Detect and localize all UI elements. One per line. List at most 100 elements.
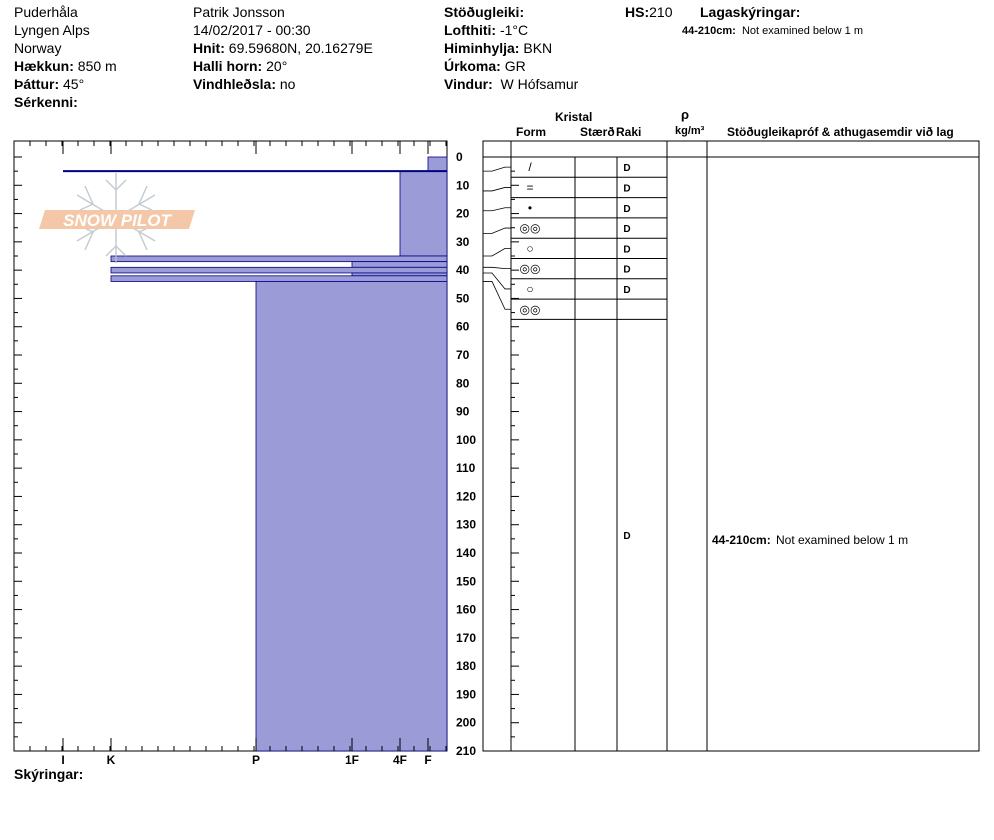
grain-moisture-4: D [623,244,630,255]
depth-label-120: 120 [456,489,476,503]
hardness-bars [63,156,448,752]
depth-label-190: 190 [456,687,476,701]
stability: Stöðugleiki: [444,4,525,20]
hardness-bar-3 [351,261,448,268]
col-header-density-unit: kg/m³ [675,125,705,137]
grain-form-1: = [526,180,533,194]
precipitation: Úrkoma: GR [444,58,526,74]
grain-form-2: • [528,201,532,215]
depth-label-70: 70 [456,348,470,362]
hardness-label-F: F [424,753,431,767]
grain-form-5: ◎◎ [520,262,541,276]
grain-moisture-5: D [623,265,630,276]
depth-label-180: 180 [456,659,476,673]
col-header-tests: Stöðugleikapróf & athugasemdir við lag [727,125,954,139]
grain-form-4: ○ [526,241,533,255]
grain-connector-1 [483,187,511,192]
hardness-label-P: P [252,753,260,767]
header-observer-block: Patrik Jonsson 14/02/2017 - 00:30 Hnit: … [193,3,373,93]
grain-moisture-3: D [623,224,630,235]
col-header-density-symbol: ρ [681,107,689,122]
wind: Vindur: W Hófsamur [444,76,579,92]
grain-connector-5 [483,266,511,270]
country: Norway [14,40,62,56]
depth-label-10: 10 [456,178,470,192]
grain-form-6: ○ [526,282,533,296]
depth-label-170: 170 [456,631,476,645]
grain-connector-2 [483,207,511,212]
layer-notes-title: Lagaskýringar: [700,4,801,20]
grain-table: / D = D • D ◎◎ D ○ D ◎◎ D ○ D ◎◎ D [483,156,667,542]
depth-labels: 0 10 20 30 40 50 60 70 80 90 100 110 120 130 140 150 160… [456,150,519,758]
hardness-bar-1 [399,170,448,257]
hardness-label-1F: 1F [345,753,359,767]
depth-label-140: 140 [456,546,476,560]
depth-label-30: 30 [456,235,470,249]
depth-label-50: 50 [456,291,470,305]
depth-label-150: 150 [456,574,476,588]
grain-connector-4 [483,247,511,257]
grain-form-7: ◎◎ [520,302,541,316]
hardness-label-K: K [107,753,116,767]
depth-label-60: 60 [456,320,470,334]
depth-label-200: 200 [456,716,476,730]
hardness-axis: I K P 1F 4F F [13,141,447,767]
grain-moisture-0: D [623,163,630,174]
depth-label-110: 110 [456,461,476,475]
depth-label-90: 90 [456,405,470,419]
observation-datetime: 14/02/2017 - 00:30 [193,22,311,38]
snowpilot-logo: SNOW PILOT [39,173,195,263]
hardness-label-4F: 4F [393,753,407,767]
grain-moisture-1: D [623,183,630,194]
location-name: Puderhåla [14,4,78,20]
wind-loading: Vindhleðsla: no [193,76,296,92]
grain-moisture-6: D [623,285,630,296]
hardness-bar-6 [110,275,448,282]
depth-label-210: 210 [456,744,476,758]
grain-connector-3 [483,227,511,234]
grain-form-0: / [528,160,532,174]
depth-label-0: 0 [456,150,463,164]
grain-connector-7 [483,281,511,310]
hardness-bar-2 [110,255,448,263]
features: Sérkenni: [14,94,78,110]
hardness-bar-7 [255,281,448,752]
air-temperature: Lofthiti: -1°C [444,22,529,38]
hardness-bar-5 [351,272,448,277]
layer-table-frame [482,140,980,752]
depth-label-130: 130 [456,518,476,532]
depth-label-100: 100 [456,433,476,447]
header: Puderhåla Lyngen Alps Norway Hækkun: 850… [14,3,117,111]
hardness-bar-0 [427,156,448,172]
depth-label-40: 40 [456,263,470,277]
coordinates: Hnit: 69.59680N, 20.16279E [193,40,373,56]
col-header-moisture: Raki [616,125,641,139]
observer-name: Patrik Jonsson [193,4,285,20]
depth-label-160: 160 [456,603,476,617]
col-header-size: Stærð [580,125,615,139]
grain-connector-0 [483,166,511,172]
comment-text: Not examined below 1 m [776,533,908,547]
depth-label-20: 20 [456,207,470,221]
layer-note: 44-210cm: Not examined below 1 m [682,25,864,37]
grain-connector-6 [483,272,511,290]
slope-angle: Halli horn: 20° [193,58,288,74]
mountain-range: Lyngen Alps [14,22,90,38]
grain-form-3: ◎◎ [520,221,541,235]
snow-height: HS:210 [625,4,673,20]
col-header-form: Form [516,125,546,139]
depth-label-80: 80 [456,376,470,390]
header-weather-block: Stöðugleiki: Lofthiti: -1°C Himinhylja: … [444,3,578,93]
hardness-label-I: I [61,753,64,767]
aspect: Þáttur: 45° [14,76,85,92]
sky-cover: Himinhylja: BKN [444,40,553,56]
logo-text: SNOW PILOT [63,211,172,230]
grain-moisture-2: D [623,204,630,215]
elevation: Hækkun: 850 m [14,58,117,74]
hardness-bar-4 [110,266,448,274]
bottom-layer-moisture: D [623,531,630,542]
notes-label: Skýringar: [14,766,84,782]
comment-range: 44-210cm: [712,533,771,547]
col-header-crystal: Kristal [555,110,592,124]
